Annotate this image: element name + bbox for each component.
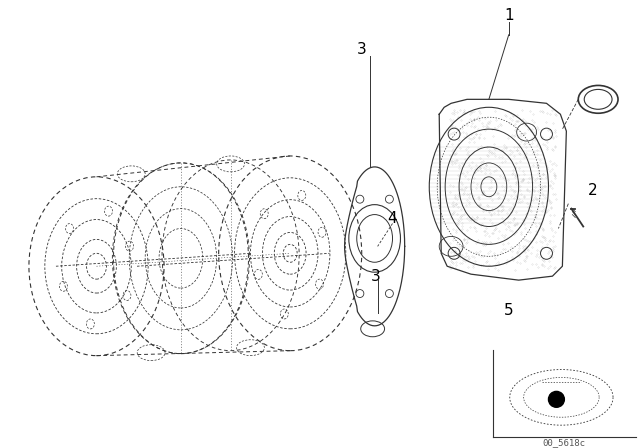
Text: 2: 2 xyxy=(588,183,598,198)
Text: 5: 5 xyxy=(504,303,513,319)
Circle shape xyxy=(548,392,564,407)
Text: 1: 1 xyxy=(504,9,513,23)
Text: 4: 4 xyxy=(388,211,397,226)
Text: 3: 3 xyxy=(371,269,381,284)
Text: 00_5618c: 00_5618c xyxy=(543,439,586,448)
Text: 3: 3 xyxy=(357,42,367,57)
